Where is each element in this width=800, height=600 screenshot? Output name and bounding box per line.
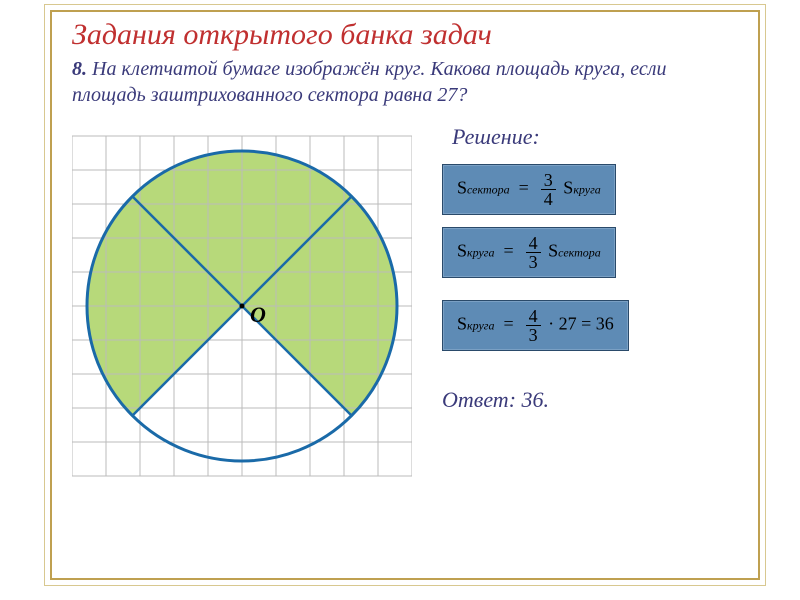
- problem-number: 8.: [72, 58, 87, 80]
- problem-text: 8. На клетчатой бумаге изображён круг. К…: [72, 56, 738, 108]
- formula-3: Sкруга = 43 · 27 = 36: [442, 300, 629, 351]
- answer-label: Ответ: 36.: [442, 387, 738, 413]
- page-title: Задания открытого банка задач: [72, 18, 738, 52]
- content-row: O Решение: Sсектора = 34 Sкруга Sкруга =…: [72, 116, 738, 476]
- center-label: O: [250, 302, 266, 328]
- circle-diagram-svg: [72, 116, 412, 486]
- formula-2: Sкруга = 43 Sсектора: [442, 227, 616, 278]
- solution-label: Решение:: [452, 124, 738, 150]
- slide-frame: Задания открытого банка задач 8. На клет…: [50, 10, 760, 580]
- solution-column: Решение: Sсектора = 34 Sкруга Sкруга = 4…: [442, 116, 738, 413]
- formula-1: Sсектора = 34 Sкруга: [442, 164, 616, 215]
- problem-body: На клетчатой бумаге изображён круг. Како…: [72, 58, 667, 106]
- diagram: O: [72, 116, 412, 476]
